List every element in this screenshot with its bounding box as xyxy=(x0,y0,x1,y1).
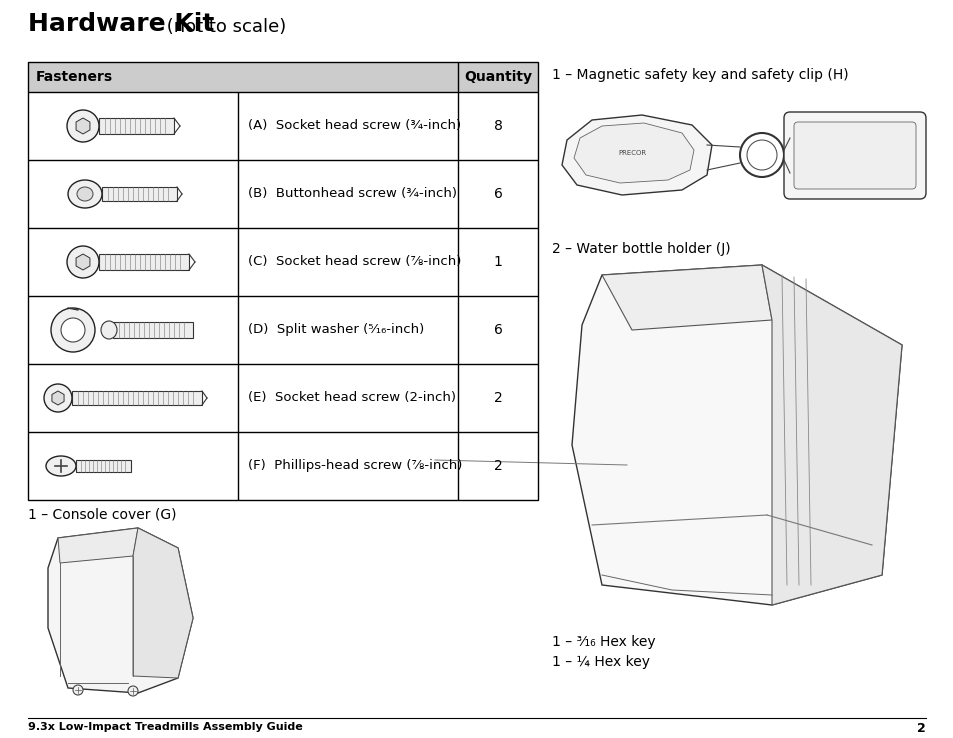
Polygon shape xyxy=(572,265,901,605)
Bar xyxy=(71,391,202,405)
Text: 6: 6 xyxy=(493,323,502,337)
Ellipse shape xyxy=(67,110,99,142)
Polygon shape xyxy=(561,115,711,195)
Text: (A)  Socket head screw (¾-inch): (A) Socket head screw (¾-inch) xyxy=(248,120,460,133)
Polygon shape xyxy=(76,118,90,134)
Polygon shape xyxy=(601,265,771,330)
Ellipse shape xyxy=(46,456,76,476)
Polygon shape xyxy=(58,528,138,563)
Polygon shape xyxy=(132,528,193,678)
Text: 2: 2 xyxy=(916,722,925,735)
Ellipse shape xyxy=(44,384,71,412)
Bar xyxy=(99,254,189,270)
Text: 1: 1 xyxy=(493,255,502,269)
Ellipse shape xyxy=(77,187,92,201)
Polygon shape xyxy=(761,265,901,605)
FancyBboxPatch shape xyxy=(783,112,925,199)
Polygon shape xyxy=(76,254,90,270)
Text: Quantity: Quantity xyxy=(463,70,532,84)
Text: (B)  Buttonhead screw (¾-inch): (B) Buttonhead screw (¾-inch) xyxy=(248,187,456,201)
Text: 2: 2 xyxy=(493,391,502,405)
Text: Hardware Kit: Hardware Kit xyxy=(28,12,214,36)
Ellipse shape xyxy=(68,180,102,208)
Ellipse shape xyxy=(51,308,95,352)
Text: (not to scale): (not to scale) xyxy=(161,18,286,36)
Circle shape xyxy=(73,685,83,695)
Bar xyxy=(99,118,173,134)
Text: 2: 2 xyxy=(493,459,502,473)
Polygon shape xyxy=(48,528,193,693)
Circle shape xyxy=(128,686,138,696)
Bar xyxy=(102,187,177,201)
Text: 6: 6 xyxy=(493,187,502,201)
FancyBboxPatch shape xyxy=(793,122,915,189)
Text: 8: 8 xyxy=(493,119,502,133)
Text: 1 – ³⁄₁₆ Hex key: 1 – ³⁄₁₆ Hex key xyxy=(552,635,655,649)
Bar xyxy=(112,322,193,338)
Polygon shape xyxy=(51,391,64,405)
Text: (F)  Phillips-head screw (⅞-inch): (F) Phillips-head screw (⅞-inch) xyxy=(248,460,462,472)
Ellipse shape xyxy=(61,318,85,342)
Ellipse shape xyxy=(67,246,99,278)
Text: 1 – ¼ Hex key: 1 – ¼ Hex key xyxy=(552,655,649,669)
Text: Fasteners: Fasteners xyxy=(36,70,113,84)
Text: 2 – Water bottle holder (J): 2 – Water bottle holder (J) xyxy=(552,242,730,256)
Ellipse shape xyxy=(101,321,117,339)
Text: (E)  Socket head screw (2-inch): (E) Socket head screw (2-inch) xyxy=(248,391,456,404)
Text: (C)  Socket head screw (⅞-inch): (C) Socket head screw (⅞-inch) xyxy=(248,255,461,269)
Text: 1 – Console cover (G): 1 – Console cover (G) xyxy=(28,508,176,522)
Polygon shape xyxy=(574,123,693,183)
Bar xyxy=(28,62,537,92)
Text: PRECOR: PRECOR xyxy=(618,150,645,156)
Text: (D)  Split washer (⁵⁄₁₆-inch): (D) Split washer (⁵⁄₁₆-inch) xyxy=(248,323,424,337)
Text: 9.3x Low-Impact Treadmills Assembly Guide: 9.3x Low-Impact Treadmills Assembly Guid… xyxy=(28,722,302,732)
Bar xyxy=(76,460,131,472)
Bar xyxy=(28,62,537,500)
Text: 1 – Magnetic safety key and safety clip (H): 1 – Magnetic safety key and safety clip … xyxy=(552,68,848,82)
